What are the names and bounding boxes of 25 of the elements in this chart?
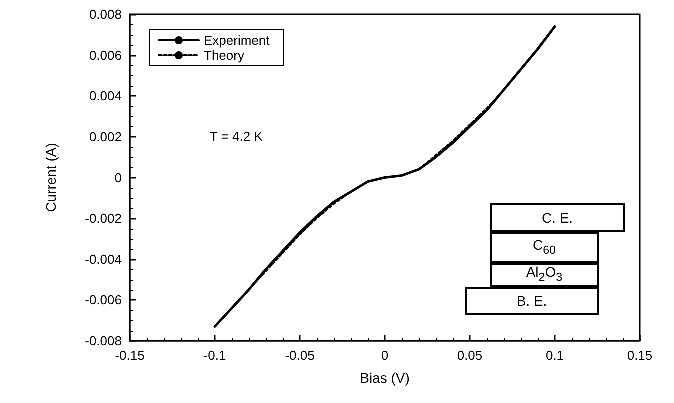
x-tick-label: 0.1 bbox=[546, 348, 564, 363]
y-tick-label: -0.004 bbox=[85, 252, 122, 267]
annotation: C$_{60}$ bbox=[532, 236, 556, 258]
y-tick-label: -0.008 bbox=[85, 334, 122, 348]
x-tick-label: 0.05 bbox=[457, 348, 483, 363]
legend-label: Theory bbox=[204, 48, 245, 63]
y-tick-label: 0.006 bbox=[89, 48, 122, 63]
x-tick-label: -0.05 bbox=[285, 348, 315, 363]
x-tick-label: -0.1 bbox=[204, 348, 226, 363]
y-tick-label: 0 bbox=[114, 170, 122, 186]
x-tick-label: 0.15 bbox=[627, 348, 653, 363]
annotation: T = 4.2 K bbox=[210, 129, 264, 144]
y-tick-label: 0.002 bbox=[89, 129, 122, 144]
y-axis-title: Current (A) bbox=[43, 143, 59, 212]
legend-label: Experiment bbox=[204, 33, 270, 48]
annotation: C. E. bbox=[542, 210, 574, 226]
x-tick-label: -0.15 bbox=[115, 348, 145, 363]
x-tick-label: 0 bbox=[381, 348, 389, 363]
annotation: Al$_{2}$O$_{3}$ bbox=[526, 264, 563, 285]
y-tick-label: -0.006 bbox=[85, 292, 122, 308]
annotation: B. E. bbox=[516, 293, 548, 309]
y-tick-label: 0.004 bbox=[89, 88, 122, 104]
y-tick-label: 0.008 bbox=[89, 7, 122, 22]
y-tick-label: -0.002 bbox=[85, 211, 122, 226]
x-axis-title: Bias (V) bbox=[360, 370, 410, 386]
